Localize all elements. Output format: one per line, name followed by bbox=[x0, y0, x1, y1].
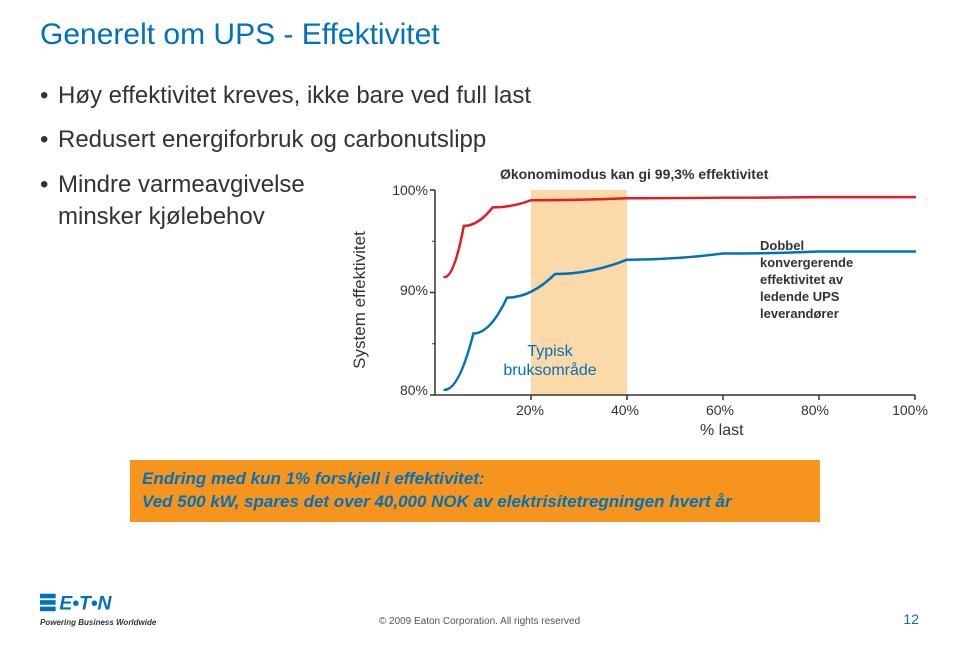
svg-text:E•T•N: E•T•N bbox=[59, 593, 112, 614]
y-tick: 100% bbox=[388, 182, 428, 198]
page-number: 12 bbox=[903, 611, 919, 627]
logo-tagline: Powering Business Worldwide bbox=[40, 618, 156, 627]
x-tick: 80% bbox=[795, 402, 835, 418]
copyright: © 2009 Eaton Corporation. All rights res… bbox=[379, 616, 580, 627]
bullet-item: Mindre varmeavgivelse minsker kjølebehov bbox=[40, 169, 350, 234]
logo-block: E•T•N Powering Business Worldwide bbox=[40, 588, 156, 627]
highlight-callout: Endring med kun 1% forskjell i effektivi… bbox=[130, 460, 820, 522]
x-tick: 60% bbox=[700, 402, 740, 418]
x-tick: 100% bbox=[890, 402, 930, 418]
efficiency-chart: System effektivitet Økonomimodus kan gi … bbox=[370, 170, 930, 430]
dobbel-label: Dobbel konvergerende effektivitet av led… bbox=[760, 238, 890, 322]
x-tick: 20% bbox=[510, 402, 550, 418]
x-tick: 40% bbox=[605, 402, 645, 418]
slide: Generelt om UPS - Effektivitet Høy effek… bbox=[0, 0, 959, 645]
eaton-logo: E•T•N bbox=[40, 588, 132, 616]
typisk-label: Typisk bruksområde bbox=[490, 342, 610, 380]
callout-line-1: Endring med kun 1% forskjell i effektivi… bbox=[142, 468, 808, 491]
callout-line-2: Ved 500 kW, spares det over 40,000 NOK a… bbox=[142, 491, 808, 514]
x-axis-label: % last bbox=[700, 422, 744, 440]
page-title: Generelt om UPS - Effektivitet bbox=[40, 18, 919, 52]
y-tick: 90% bbox=[388, 282, 428, 298]
y-axis-label: System effektivitet bbox=[350, 231, 370, 369]
y-tick: 80% bbox=[388, 382, 428, 398]
bullet-item: Høy effektivitet kreves, ikke bare ved f… bbox=[40, 80, 919, 112]
bullet-item: Redusert energiforbruk og carbonutslipp bbox=[40, 124, 919, 156]
footer: E•T•N Powering Business Worldwide © 2009… bbox=[40, 588, 919, 627]
typisk-text: Typisk bruksområde bbox=[503, 343, 596, 379]
